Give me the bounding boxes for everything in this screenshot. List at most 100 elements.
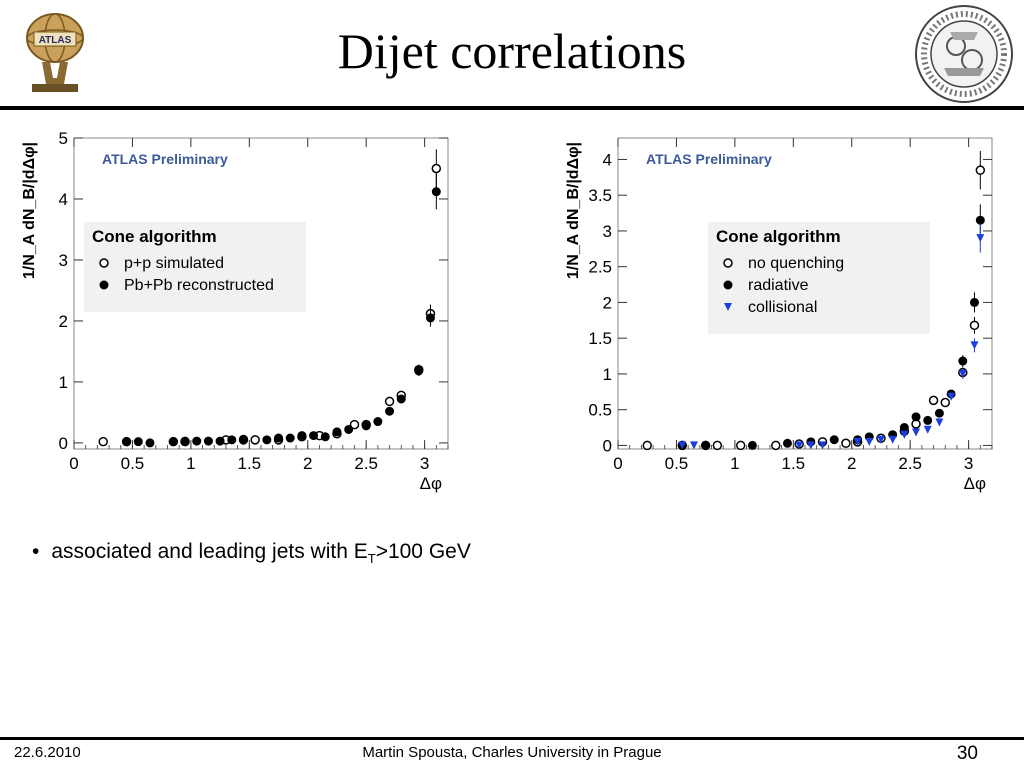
bullet-marker: •: [32, 540, 40, 563]
chart-pp-vs-pbpb: 0 0.5 1 1.5 2 2.5 3 0 1 2 3 4 5 Δφ 1/N_A dN_B/|dΔφ| ATL…: [21, 129, 449, 493]
title-divider: [0, 106, 1024, 110]
bullet-text: associated and leading jets with ET>100 …: [51, 540, 471, 567]
x-tick-label: 3: [964, 454, 973, 473]
bullet-item: • associated and leading jets with ET>10…: [32, 540, 471, 566]
data-point: [309, 431, 319, 441]
x-tick-label: 1.5: [781, 454, 805, 473]
data-point: [297, 431, 307, 441]
data-point: [689, 441, 698, 450]
data-point: [262, 435, 272, 445]
y-axis-label: 1/N_A dN_B/|dΔφ|: [21, 142, 38, 279]
data-point: [818, 441, 827, 450]
data-point: [332, 427, 342, 437]
data-point: [853, 437, 862, 446]
data-point: [285, 433, 295, 443]
series-pb-pb-reconstructed: [122, 174, 441, 448]
data-point: [958, 356, 968, 366]
data-point: [414, 366, 424, 376]
atlas-logo: ATLAS: [26, 13, 84, 92]
data-point: [771, 440, 781, 451]
y-tick-label: 0: [603, 436, 612, 455]
data-point: [320, 432, 330, 442]
x-tick-label: 0: [613, 454, 622, 473]
data-point: [373, 417, 383, 427]
data-point: [782, 438, 792, 448]
data-point: [735, 440, 746, 451]
data-point: [701, 440, 711, 450]
y-tick-label: 3: [59, 251, 68, 270]
data-point: [876, 435, 885, 444]
footer-author: Martin Spousta, Charles University in Pr…: [362, 744, 662, 761]
data-point: [678, 441, 687, 450]
svg-text:ATLAS: ATLAS: [39, 35, 72, 46]
y-axis-label: 1/N_A dN_B/|dΔφ|: [565, 142, 582, 279]
chart-quenching-models: 0 0.5 1 1.5 2 2.5 3 0 0.5 1 1.5 2 2.5 3 3.5 4 Δφ 1/N_A dN…: [565, 137, 993, 493]
slide-title: Dijet correlations: [337, 23, 687, 79]
y-tick-label: 1: [603, 365, 612, 384]
legend-entry: Pb+Pb reconstructed: [124, 277, 274, 294]
data-point: [975, 165, 986, 175]
legend-title: Cone algorithm: [92, 227, 217, 246]
x-tick-label: 1.5: [237, 454, 261, 473]
data-point: [344, 424, 354, 434]
x-tick-label: 2: [847, 454, 856, 473]
legend-entry: radiative: [748, 277, 809, 294]
data-point: [969, 297, 979, 307]
data-point: [98, 436, 108, 447]
data-point: [250, 435, 260, 445]
x-tick-label: 3: [420, 454, 429, 473]
data-point: [384, 396, 395, 407]
data-point: [841, 438, 851, 449]
y-tick-label: 2: [603, 293, 612, 312]
footer-date: 22.6.2010: [14, 744, 81, 761]
data-point: [274, 433, 284, 443]
data-point: [431, 163, 442, 174]
data-point: [385, 406, 395, 416]
data-point: [975, 215, 985, 225]
y-tick-label: 3: [603, 222, 612, 241]
data-point: [923, 425, 932, 434]
legend-title: Cone algorithm: [716, 227, 841, 246]
y-tick-label: 4: [59, 190, 68, 209]
data-point: [912, 428, 921, 437]
x-axis-label: Δφ: [420, 474, 442, 493]
data-point: [829, 435, 839, 445]
x-tick-label: 0: [69, 454, 78, 473]
data-point: [928, 395, 939, 406]
data-point: [970, 341, 979, 350]
data-point: [947, 392, 956, 401]
data-point: [899, 423, 909, 433]
data-point: [203, 436, 213, 446]
x-tick-label: 0.5: [665, 454, 689, 473]
legend-box: [84, 222, 306, 312]
legend-marker: [99, 280, 109, 290]
data-point: [642, 440, 652, 451]
x-tick-label: 2.5: [354, 454, 378, 473]
legend-entry: p+p simulated: [124, 255, 224, 272]
y-tick-label: 2: [59, 312, 68, 331]
data-point: [192, 436, 202, 446]
data-point: [934, 408, 944, 418]
legend-marker: [723, 280, 733, 290]
page-number: 30: [956, 743, 978, 764]
x-tick-label: 0.5: [121, 454, 145, 473]
data-point: [940, 397, 950, 408]
data-point: [396, 394, 406, 404]
data-point: [923, 415, 933, 425]
data-point: [227, 435, 237, 445]
y-tick-label: 1.5: [588, 329, 612, 348]
data-point: [976, 234, 985, 243]
x-tick-label: 2.5: [898, 454, 922, 473]
y-tick-label: 1: [59, 373, 68, 392]
data-point: [865, 437, 874, 446]
y-tick-label: 5: [59, 129, 68, 148]
data-point: [168, 437, 178, 447]
legend-entry: collisional: [748, 299, 817, 316]
data-point: [806, 441, 815, 450]
legend-entry: no quenching: [748, 255, 844, 272]
data-point: [180, 436, 190, 446]
series-collisional: [678, 223, 985, 450]
legend-box: [708, 222, 930, 334]
data-point: [888, 435, 897, 444]
data-point: [122, 437, 132, 447]
